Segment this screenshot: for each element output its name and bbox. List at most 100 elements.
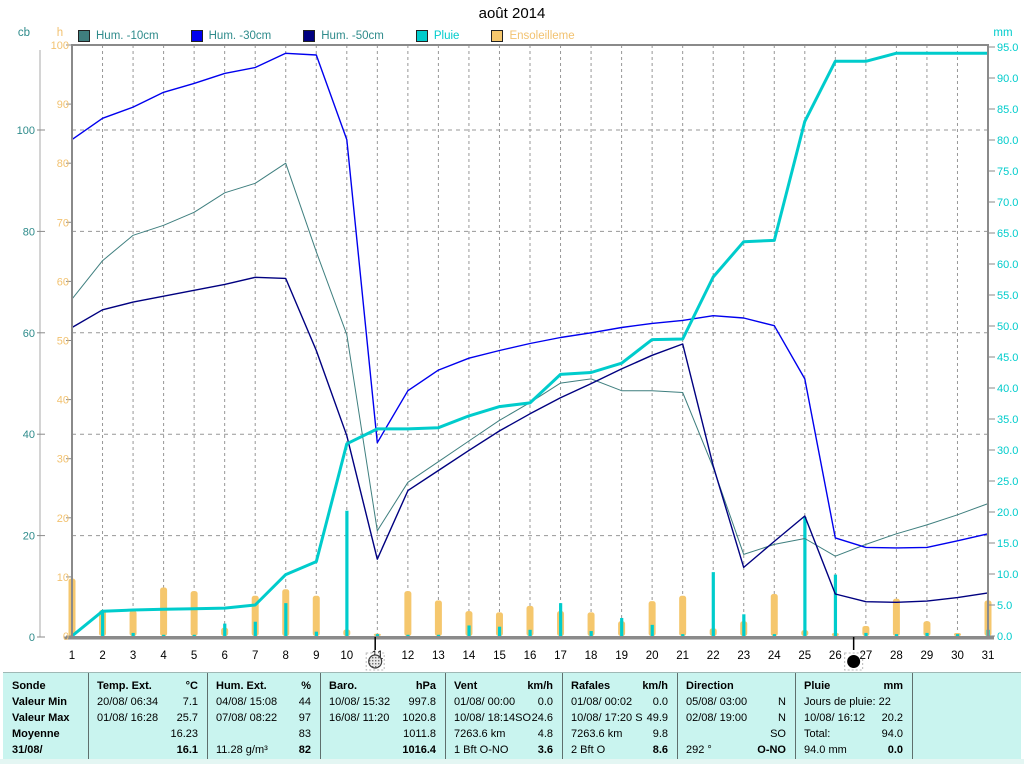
table-cell-left: 1 Bft O-NO	[446, 742, 562, 758]
rain-bar	[620, 618, 624, 636]
mm-tick-label: 75.0	[997, 166, 1018, 178]
table-cell-left: 05/08/ 03:00	[678, 694, 795, 710]
legend-item-2: Hum. -50cm	[303, 30, 384, 42]
table-cell-left-text: 01/08/ 00:02	[571, 696, 633, 708]
mm-tick-label: 25.0	[997, 476, 1018, 488]
chart-legend: Hum. -10cm Hum. -30cm Hum. -50cm Pluie Ensol…	[78, 30, 575, 42]
table-col-unit-text: km/h	[642, 680, 668, 692]
table-cell-left: 292 °	[678, 742, 795, 758]
sunshine-bar	[190, 591, 198, 636]
table-cell-left-text: 20/08/ 06:34	[97, 696, 159, 708]
sunshine-bar	[312, 595, 320, 636]
rain-bar	[864, 632, 868, 636]
cb-tick-label: 60	[23, 328, 35, 340]
mm-tick-label: 85.0	[997, 104, 1018, 116]
legend-swatch-icon	[415, 30, 428, 42]
day-label: 18	[585, 650, 598, 662]
table-col-hum-ext-: Hum. Ext.% 04/08/ 15:08 44 07/08/ 08:22 97 83…	[207, 673, 320, 759]
rain-bar	[345, 510, 349, 636]
table-col-temp-ext-: Temp. Ext. °C 20/08/ 06:34 7.1 01/08/ 16:28 2…	[88, 673, 207, 759]
table-cell-value: 97	[208, 710, 320, 726]
table-cell-left: 10/08/ 15:32	[321, 694, 445, 710]
table-cell-value: 20.2	[796, 710, 912, 726]
table-cell-left: 02/08/ 19:00	[678, 710, 795, 726]
table-cell-value: 1011.8	[321, 726, 445, 742]
sunshine-bar	[648, 601, 656, 636]
table-row-label: 31/08/	[4, 742, 88, 758]
table-col-unit-text: km/h	[527, 680, 553, 692]
table-cell-value: 0.0	[446, 694, 562, 710]
day-label: 17	[554, 650, 567, 662]
table-col-pluie: Pluie mm Jours de pluie: 22 10/08/ 16:12 20.…	[795, 673, 913, 759]
mm-tick-label: 95.0	[997, 42, 1018, 54]
table-cell-value-text: 0.0	[887, 744, 903, 756]
rain-bar	[528, 629, 532, 636]
table-cell-left-text: 01/08/ 16:28	[97, 712, 159, 724]
table-cell-left-text: 10/08/ 18:14SO	[454, 712, 532, 724]
table-cell-left-text: 04/08/ 15:08	[216, 696, 278, 708]
table-cell-left-text: 07/08/ 08:22	[216, 712, 278, 724]
table-col-header: Rafales	[563, 678, 677, 694]
cb-tick-label: 0	[29, 632, 35, 644]
sunshine-bar	[434, 600, 442, 636]
legend-swatch-icon	[491, 30, 504, 42]
table-cell-value: 1020.8	[321, 710, 445, 726]
rain-bar	[223, 623, 227, 636]
table-cell-value-text: 25.7	[176, 712, 198, 724]
full-moon-selection-box	[365, 652, 385, 671]
cb-tick-label: 40	[23, 429, 35, 441]
table-col-direction: Direction 05/08/ 03:00 N 02/08/ 19:00 N SO 292…	[677, 673, 795, 759]
table-col-header: Baro.	[321, 678, 445, 694]
table-cell-left-text: 7263.6 km	[571, 728, 623, 740]
table-cell-left-text: 01/08/ 00:00	[454, 696, 516, 708]
mm-tick-label: 50.0	[997, 321, 1018, 333]
table-col-header-text: Rafales	[571, 680, 611, 692]
table-cell-value: 4.8	[446, 726, 562, 742]
table-col-unit: km/h	[563, 678, 677, 694]
legend-item-1: Hum. -30cm	[190, 30, 271, 42]
mm-tick-label: 0.0	[997, 631, 1012, 643]
h-tick-label: 90	[57, 99, 69, 111]
rain-bar	[497, 626, 502, 636]
table-cell-left: Total:	[796, 726, 912, 742]
day-label: 30	[951, 650, 964, 662]
day-label: 23	[737, 650, 750, 662]
table-cell-value-text: 94.0	[881, 728, 903, 740]
table-cell-value-text: 1016.4	[402, 744, 436, 756]
sunshine-bar	[862, 625, 870, 636]
table-cell-value: 94.0	[796, 726, 912, 742]
cb-tick-label: 80	[23, 226, 35, 238]
h-tick-label: 50	[57, 336, 69, 348]
table-cell-value: 83	[208, 726, 320, 742]
table-header-sonde: Sonde	[4, 678, 88, 694]
table-col-header-text: Hum. Ext.	[216, 680, 267, 692]
sunshine-bar	[495, 612, 503, 636]
mm-tick-label: 5.0	[997, 600, 1012, 612]
mm-tick-label: 60.0	[997, 259, 1018, 271]
table-cell-value: 16.23	[89, 726, 207, 742]
table-col-header: Temp. Ext.	[89, 678, 207, 694]
table-cell-value-text: 7.1	[182, 696, 198, 708]
rain-bar	[467, 625, 471, 636]
sunshine-bar	[587, 612, 595, 636]
rain-bar	[284, 603, 288, 636]
table-cell-value: 25.7	[89, 710, 207, 726]
day-label: 28	[890, 650, 903, 662]
table-cell-value-text: 0.0	[652, 696, 668, 708]
table-row-label: Moyenne	[4, 726, 88, 742]
rain-bar	[162, 634, 166, 636]
day-label: 19	[615, 650, 628, 662]
table-cell-value: 3.6	[446, 742, 562, 758]
day-label: 24	[768, 650, 781, 662]
rain-bar	[192, 634, 196, 636]
rain-bar	[803, 516, 807, 636]
table-cell-left: 10/08/ 17:20 S	[563, 710, 677, 726]
mm-tick-label: 10.0	[997, 569, 1018, 581]
h-tick-label: 10	[57, 572, 69, 584]
table-cell-value: 0.0	[563, 694, 677, 710]
table-cell-left: 01/08/ 00:02	[563, 694, 677, 710]
table-col-unit: %	[208, 678, 320, 694]
table-col-header-text: Temp. Ext.	[97, 680, 152, 692]
rain-bar	[894, 634, 899, 636]
